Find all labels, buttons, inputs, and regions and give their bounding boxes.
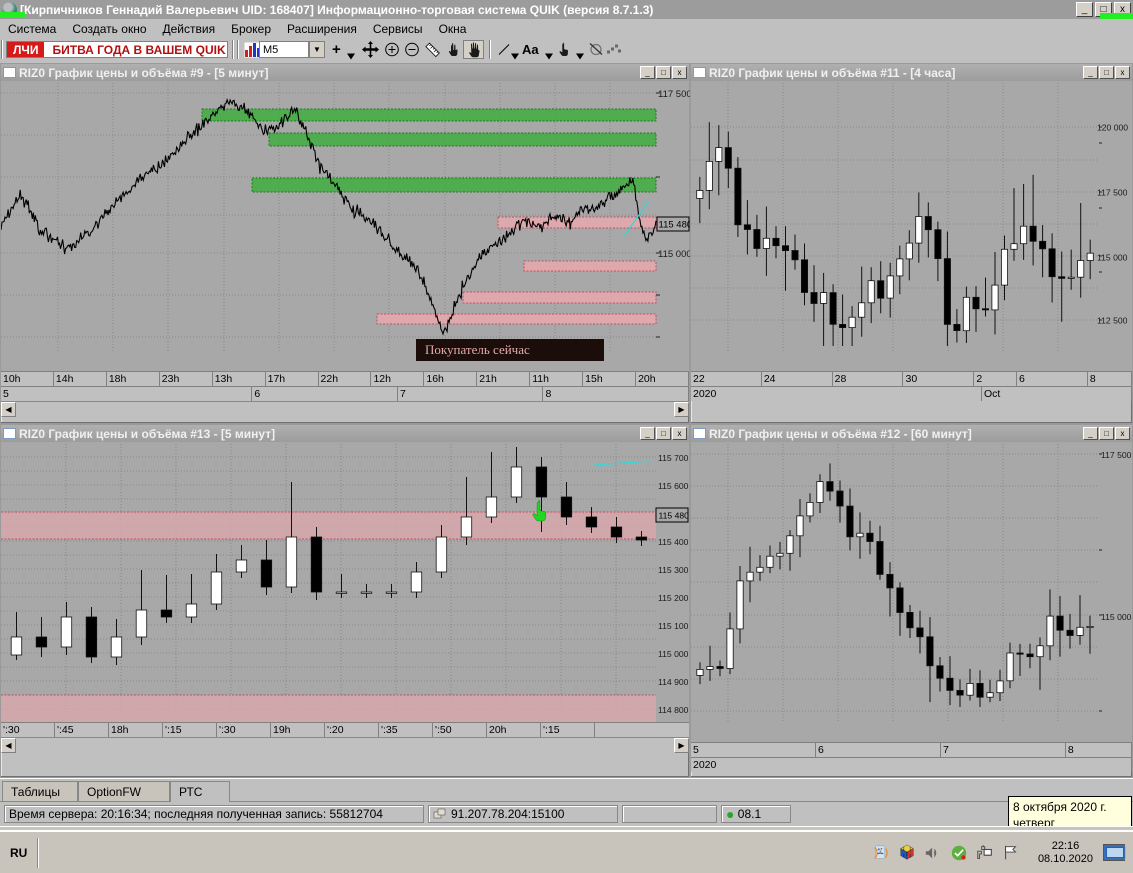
svg-text:115 000: 115 000	[1097, 253, 1128, 263]
svg-text:115 480: 115 480	[659, 510, 690, 520]
svg-text:115 700: 115 700	[658, 453, 689, 463]
svg-text:114 800: 114 800	[658, 705, 689, 715]
svg-text:115 300: 115 300	[658, 565, 689, 575]
svg-text:Покупатель сейчас: Покупатель сейчас	[425, 342, 530, 357]
svg-text:115 000: 115 000	[658, 249, 691, 260]
svg-text:115 600: 115 600	[658, 481, 689, 491]
svg-text:115 100: 115 100	[658, 621, 689, 631]
svg-text:114 900: 114 900	[658, 677, 689, 687]
svg-text:115 200: 115 200	[658, 593, 689, 603]
svg-text:115 400: 115 400	[658, 537, 689, 547]
svg-text:117 500: 117 500	[1101, 450, 1132, 460]
svg-text:117 500: 117 500	[658, 89, 691, 100]
svg-text:115 480: 115 480	[659, 219, 692, 230]
svg-text:115 000: 115 000	[1101, 612, 1132, 622]
svg-text:115 000: 115 000	[658, 649, 689, 659]
